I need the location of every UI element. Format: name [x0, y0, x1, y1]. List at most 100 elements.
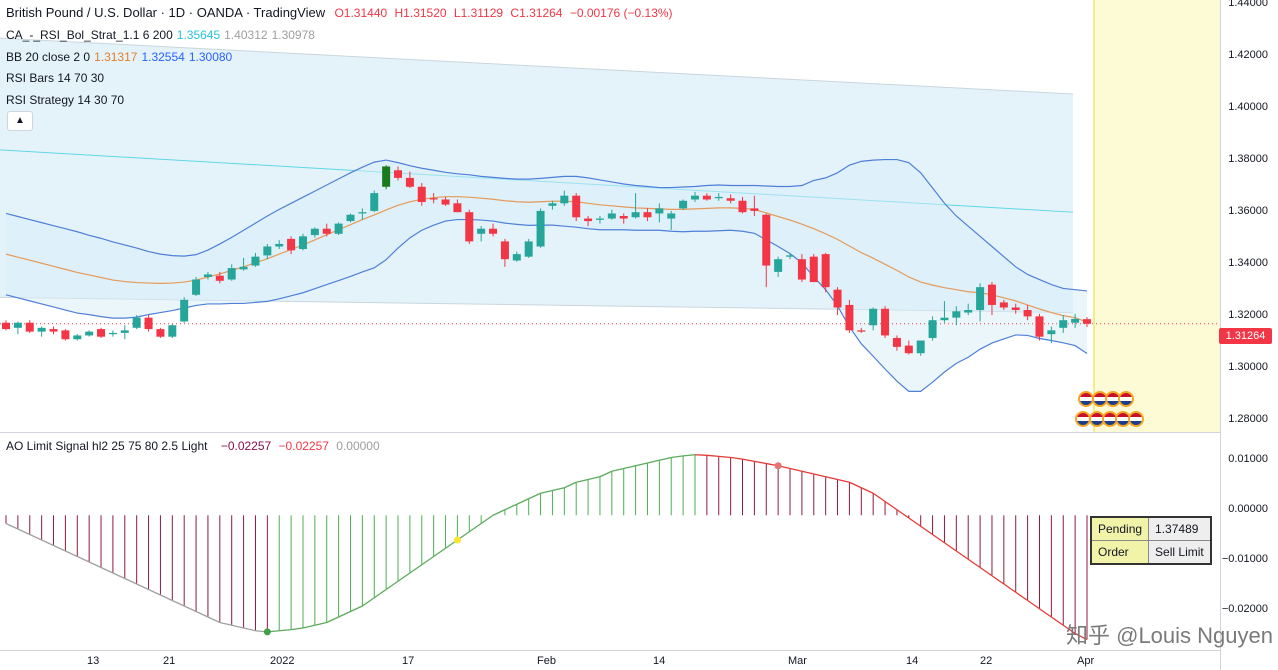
oscillator-line — [742, 458, 755, 462]
oscillator-line — [77, 555, 90, 563]
candle-body — [49, 329, 58, 332]
oscillator-line — [599, 470, 613, 478]
candle-body — [275, 243, 284, 247]
indicator-legend[interactable]: CA_-_RSI_Bol_Strat_1.1 6 200 1.35645 1.403… — [6, 27, 319, 43]
oscillator-line — [896, 509, 910, 519]
candle-body — [156, 329, 165, 337]
oscillator-line — [17, 528, 31, 536]
candle-body — [215, 275, 224, 281]
oscillator-line — [979, 566, 993, 577]
oscillator-line — [813, 473, 826, 478]
oscillator-cross-dot — [453, 536, 461, 544]
time-tick-label: 13 — [87, 655, 100, 667]
candle-body — [643, 212, 652, 218]
oscillator-line — [694, 454, 707, 456]
candle-body — [168, 325, 177, 337]
pending-order-table: Pending 1.37489 Order Sell Limit — [1090, 516, 1212, 565]
oscillator-sell-dot — [774, 462, 782, 470]
oscillator-line — [587, 476, 601, 481]
oscillator-line — [5, 522, 19, 530]
indicator-legend[interactable]: RSI Bars 14 70 30 — [6, 70, 108, 86]
candle-body — [417, 186, 426, 203]
time-tick-label: Feb — [537, 655, 556, 667]
open-value: O1.31440 — [334, 6, 388, 20]
oscillator-line — [326, 616, 339, 624]
candle-body — [120, 330, 129, 333]
price-tick-label: 1.44000 — [1228, 0, 1268, 9]
bb-upper-line — [5, 158, 1088, 292]
event-flag-us-icon[interactable] — [1118, 391, 1134, 407]
oscillator-name: AO Limit Signal hl2 25 75 80 2.5 Light — [6, 439, 208, 453]
candle-body — [239, 266, 248, 270]
candle-body — [797, 259, 806, 280]
candle-body — [25, 322, 34, 332]
oscillator-line — [944, 542, 957, 552]
oscillator-line — [1074, 632, 1088, 641]
oscillator-line — [41, 539, 54, 547]
candle-body — [132, 317, 141, 328]
indicator-name: CA_-_RSI_Bol_Strat_1.1 6 200 — [6, 28, 173, 42]
oscillator-line — [825, 476, 838, 481]
oscillator-line — [1027, 599, 1040, 610]
candle-body — [1035, 316, 1044, 337]
oscillator-line — [183, 605, 197, 613]
oscillator-line — [279, 629, 292, 632]
candle-body — [13, 322, 22, 328]
candle-body — [560, 195, 569, 204]
candle-body — [524, 241, 533, 257]
oscillator-line — [659, 456, 672, 461]
oscillator-line — [219, 621, 232, 626]
candle-body — [702, 195, 711, 200]
oscillator-tick-label: −0.01000 — [1221, 553, 1268, 565]
candle-body — [2, 322, 10, 330]
candle-body — [833, 289, 842, 308]
candle-body — [987, 284, 996, 305]
future-zone — [1094, 0, 1220, 432]
candle-body — [548, 203, 557, 206]
oscillator-line — [540, 489, 553, 494]
oscillator-line — [468, 522, 482, 533]
price-tick-label: 1.32000 — [1228, 309, 1268, 321]
candle-body — [477, 228, 486, 234]
event-flag-uk-icon[interactable] — [1128, 411, 1144, 427]
oscillator-line — [29, 533, 42, 541]
candle-body — [512, 254, 521, 261]
oscillator-line — [837, 478, 850, 483]
price-tick-label: 1.40000 — [1228, 101, 1268, 113]
oscillator-line — [1003, 583, 1017, 593]
candle-body — [655, 208, 664, 214]
oscillator-line — [1039, 608, 1052, 618]
indicator-legend[interactable]: RSI Strategy 14 30 70 — [6, 92, 128, 108]
candle-body — [358, 212, 367, 214]
oscillator-line — [671, 455, 684, 459]
bb-basis-line — [5, 196, 1088, 323]
oscillator-buy-dot — [263, 628, 271, 636]
candle-body — [298, 236, 307, 250]
oscillator-tick-label: 0.00000 — [1228, 503, 1268, 515]
candle-body — [750, 208, 759, 211]
oscillator-line — [373, 588, 387, 599]
candle-body — [667, 213, 676, 219]
candle-body — [382, 166, 391, 187]
candle-body — [73, 335, 82, 340]
oscillator-line — [884, 500, 898, 511]
time-tick-label: 14 — [653, 655, 666, 667]
oscillator-line — [730, 456, 743, 460]
candle-body — [690, 195, 699, 200]
indicator-legend[interactable]: BB 20 close 2 0 1.31317 1.32554 1.30080 — [6, 49, 236, 65]
candle-body — [881, 308, 890, 336]
oscillator-line — [872, 492, 886, 503]
candle-body — [192, 279, 201, 295]
oscillator-line — [1015, 591, 1028, 602]
chevron-up-icon[interactable]: ▲ — [7, 111, 33, 131]
oscillator-line — [1062, 624, 1076, 635]
oscillator-line — [623, 465, 636, 470]
candle-body — [726, 198, 735, 201]
candle-body — [500, 241, 509, 260]
oscillator-line — [88, 561, 102, 569]
oscillator-line — [1050, 616, 1064, 626]
close-value: C1.31264 — [510, 6, 563, 20]
oscillator-line — [195, 610, 209, 618]
time-tick-label: 2022 — [270, 655, 295, 667]
